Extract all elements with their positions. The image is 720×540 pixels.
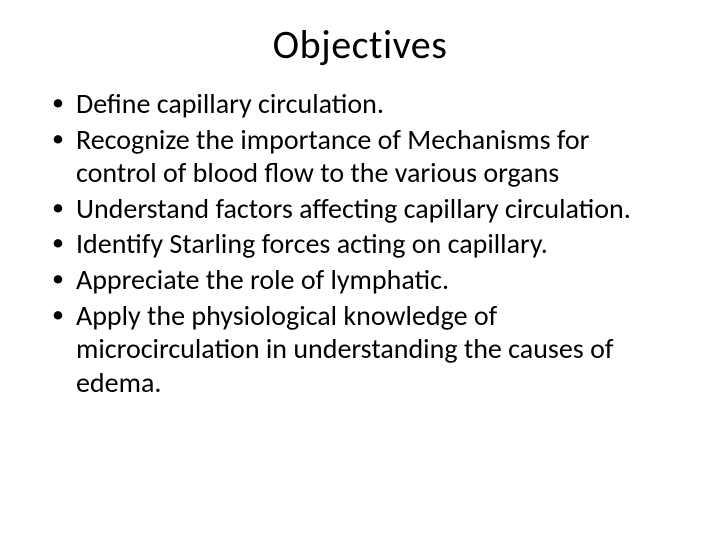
list-item: Understand factors affecting capillary c… — [48, 192, 672, 226]
list-item: Identify Starling forces acting on capil… — [48, 227, 672, 261]
slide-title: Objectives — [48, 20, 672, 69]
bullet-list: Define capillary circulation. Recognize … — [48, 87, 672, 399]
list-item: Appreciate the role of lymphatic. — [48, 263, 672, 297]
list-item: Apply the physiological knowledge of mic… — [48, 299, 672, 400]
slide: Objectives Define capillary circulation.… — [0, 0, 720, 540]
list-item: Define capillary circulation. — [48, 87, 672, 121]
list-item: Recognize the importance of Mechanisms f… — [48, 123, 672, 190]
